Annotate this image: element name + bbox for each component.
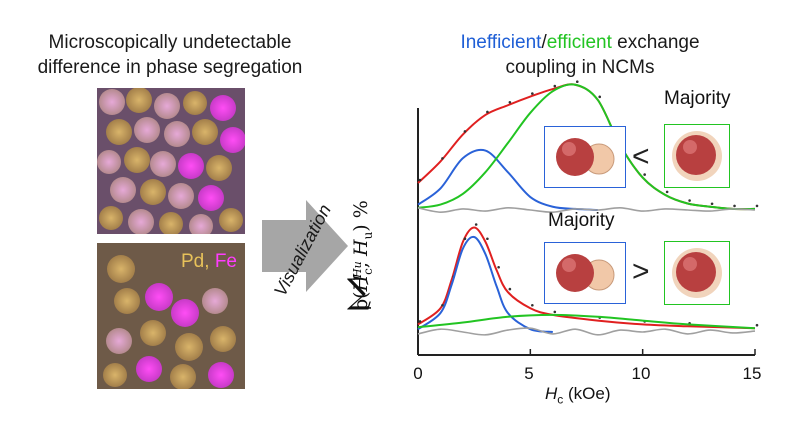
bottom-data-point [531,303,534,307]
microscopy-title-line1: Microscopically undetectable [48,32,292,53]
sum-symbol: ∑ [347,272,372,312]
pd-label: Pd [181,251,205,272]
majority-label-bottom: Majority [548,210,615,231]
top-data-point [575,80,579,84]
top-data-point [418,178,422,182]
title-rest: exchange [611,32,700,53]
top-residual-curve [417,207,756,213]
microscopy-image-bottom: Pd, Fe [97,243,245,389]
inefficient-word: Inefficient [460,32,542,53]
compare-symbol-top: < [632,140,650,173]
compare-symbol-bottom: > [632,255,650,288]
top-data-point [463,130,467,133]
top-data-point [710,202,714,206]
majority-label-top: Majority [664,88,731,109]
bottom-data-point [474,223,478,226]
bottom-data-point [418,320,422,323]
dimer-particle-icon [556,254,615,292]
top-data-point [441,157,444,160]
bottom-data-point [441,303,444,307]
microscopy-title: Microscopically undetectable difference … [20,30,320,80]
x-tick-10: 10 [631,364,651,383]
arrow-shape [262,200,348,292]
inset-efficient-bottom [664,241,730,305]
fe-label: Fe [214,251,237,272]
xlabel-unit: (kOe) [563,384,611,403]
x-tick-15: 15 [742,364,762,383]
element-legend: Pd, Fe [181,251,237,273]
x-tick-5: 5 [524,364,534,383]
top-data-point [688,199,691,202]
legend-comma: , [204,251,210,272]
coupling-title-line1: Inefficient/efficient exchange [420,30,740,55]
title-slash: / [541,32,547,53]
top-data-point [508,100,512,104]
coreshell-particle-icon [672,248,722,298]
xlabel-h: H [545,384,558,403]
dimer-particle-icon [556,138,615,176]
top-data-point [643,173,646,176]
x-tick-0: 0 [413,364,423,383]
microscopy-image-top [97,88,245,234]
bottom-data-point [755,323,759,327]
bottom-data-point [508,287,512,291]
bottom-data-point [497,265,500,269]
series-group [417,80,759,336]
nanoparticles-top [97,88,245,234]
bottom-data-point [486,237,489,241]
top-data-point [531,92,534,95]
top-inefficient-curve [417,148,598,211]
bottom-residual-curve [417,327,756,336]
top-data-point [665,190,669,194]
top-data-point [755,204,759,208]
inset-inefficient-bottom [544,242,626,304]
coreshell-particle-icon [672,131,722,181]
bottom-efficient-curve [417,313,756,330]
nanoparticles-bottom [103,255,236,389]
inset-inefficient-top [544,126,626,188]
visualization-arrow [262,200,348,292]
efficient-word: efficient [546,32,612,53]
microscopy-image-top-svg [97,88,245,234]
bottom-data-point [463,237,467,241]
top-efficient-curve [417,83,756,211]
inset-efficient-top [664,124,730,188]
x-ticks [417,349,756,355]
coupling-title: Inefficient/efficient exchange coupling … [420,30,740,80]
xlabel-sub: c [557,392,564,407]
x-axis-label: Hc (kOe) [545,384,611,406]
coupling-title-line2: coupling in NCMs [505,57,655,78]
top-data-point [733,204,736,208]
top-data-point [598,95,602,99]
bottom-data-point [553,310,557,314]
top-data-point [486,110,489,114]
bottom-inefficient-curve [417,235,553,333]
top-data-point [553,84,557,88]
microscopy-image-bottom-svg [97,243,245,389]
microscopy-title-line2: difference in phase segregation [37,57,303,78]
